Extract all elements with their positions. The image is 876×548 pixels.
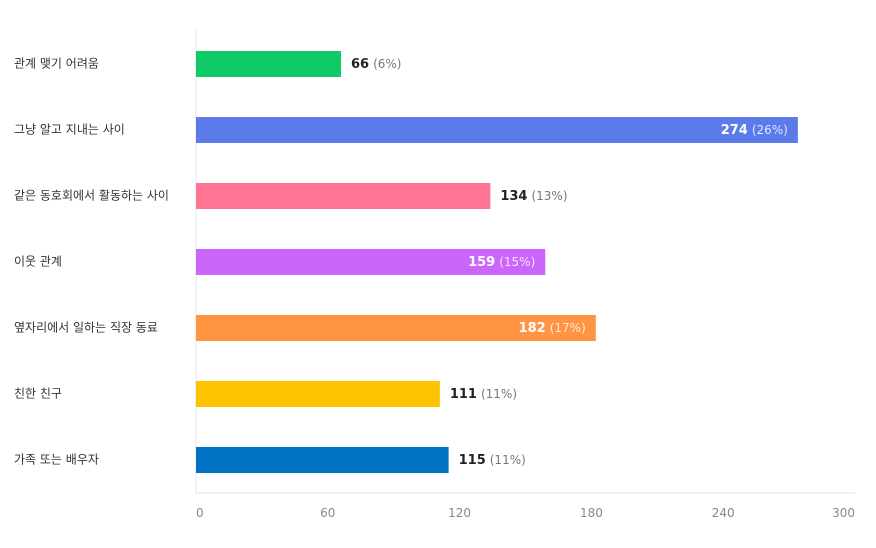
bar[interactable] <box>196 51 341 77</box>
bar[interactable] <box>196 315 596 341</box>
bar[interactable] <box>196 249 546 275</box>
category-label: 옆자리에서 일하는 직장 동료 <box>14 321 158 335</box>
bar-percent: (26%) <box>752 123 788 137</box>
category-label: 관계 맺기 어려움 <box>14 57 99 71</box>
bar-value: 66 <box>351 57 369 72</box>
bar-value: 274 <box>721 123 748 138</box>
category-label: 친한 친구 <box>14 387 62 401</box>
bar-percent: (11%) <box>481 387 517 401</box>
category-label: 이웃 관계 <box>14 255 62 269</box>
bar-value-label: 274 (26%) <box>721 123 788 138</box>
bar-value: 111 <box>450 387 477 402</box>
bar-value-label: 115 (11%) <box>459 453 526 468</box>
bar-percent: (15%) <box>499 255 535 269</box>
bar-value: 134 <box>500 189 527 204</box>
x-tick-label: 180 <box>580 506 603 520</box>
x-tick-label: 300 <box>832 506 855 520</box>
bar-value: 115 <box>459 453 486 468</box>
bar-value-label: 182 (17%) <box>519 321 586 336</box>
bar-percent: (11%) <box>490 453 526 467</box>
bar[interactable] <box>196 447 449 473</box>
category-label: 그냥 알고 지내는 사이 <box>14 123 125 137</box>
bar-percent: (17%) <box>550 321 586 335</box>
x-tick-label: 60 <box>320 506 335 520</box>
bar-value-label: 66 (6%) <box>351 57 402 72</box>
bar[interactable] <box>196 117 798 143</box>
category-label: 가족 또는 배우자 <box>14 453 99 467</box>
bar-percent: (13%) <box>531 189 567 203</box>
bar[interactable] <box>196 183 491 209</box>
bar[interactable] <box>196 381 440 407</box>
x-tick-label: 0 <box>196 506 204 520</box>
bar-percent: (6%) <box>373 57 401 71</box>
bar-value: 159 <box>468 255 495 270</box>
category-label: 같은 동호회에서 활동하는 사이 <box>14 189 169 203</box>
bar-value-label: 159 (15%) <box>468 255 535 270</box>
x-tick-label: 120 <box>448 506 471 520</box>
bar-value-label: 134 (13%) <box>500 189 567 204</box>
bar-value-label: 111 (11%) <box>450 387 517 402</box>
x-tick-label: 240 <box>712 506 735 520</box>
bar-value: 182 <box>519 321 546 336</box>
